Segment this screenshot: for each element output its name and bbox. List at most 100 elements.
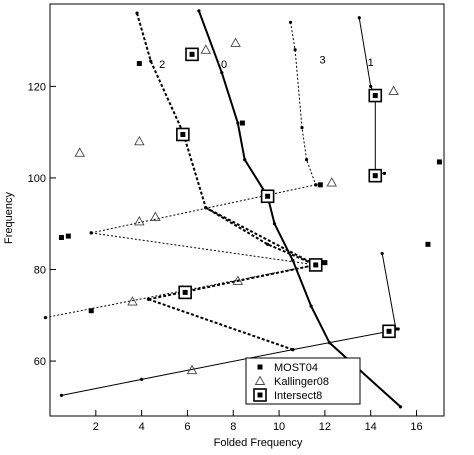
series-line-d4: [205, 206, 317, 266]
point-most04: [136, 61, 142, 67]
line-vertex: [220, 71, 224, 75]
line-vertex: [288, 20, 293, 24]
line-vertex: [291, 258, 295, 262]
x-axis-title: Folded Frequency: [214, 437, 303, 449]
line-vertex: [236, 121, 240, 125]
point-intersect8-dot: [386, 328, 392, 334]
ridge-label: 2: [159, 59, 165, 71]
point-most04: [425, 241, 431, 247]
series-line-d1: [91, 184, 316, 234]
line-vertex: [243, 158, 247, 162]
legend-marker: [253, 388, 267, 402]
line-vertex: [398, 405, 403, 409]
line-vertex: [43, 315, 48, 320]
point-intersect8-dot: [372, 173, 378, 179]
ridge-label: 0: [221, 59, 227, 71]
point-intersect8: [176, 127, 190, 142]
legend-label: Intersect8: [274, 390, 322, 402]
point-most04: [58, 234, 64, 240]
line-vertex: [291, 348, 295, 352]
point-kallinger08: [388, 85, 399, 95]
x-tick-label: 14: [365, 421, 377, 433]
ridge-label: 1: [368, 57, 374, 69]
line-vertex: [300, 126, 304, 130]
point-kallinger08: [230, 37, 241, 47]
legend-marker: [254, 375, 266, 385]
series-line-d2: [91, 232, 316, 266]
point-kallinger08: [232, 275, 244, 285]
point-intersect8: [185, 47, 199, 62]
line-vertex: [304, 158, 309, 162]
legend: MOST04 Kallinger08 Intersect8: [245, 357, 361, 405]
ridge-labels: 0 1 2 3: [159, 55, 374, 72]
line-vertex: [396, 327, 400, 331]
point-intersect8-dot: [180, 131, 186, 137]
point-kallinger08: [150, 211, 161, 221]
x-tick-label: 12: [319, 421, 331, 433]
line-vertex: [135, 11, 139, 15]
line-vertex: [380, 251, 384, 256]
point-kallinger08: [134, 135, 145, 146]
point-most04: [317, 182, 323, 188]
point-intersect8: [382, 324, 396, 339]
y-tick-label: 80: [34, 265, 46, 277]
line-vertex: [197, 9, 201, 13]
line-vertex: [369, 84, 373, 88]
line-vertex: [293, 48, 297, 52]
line-vertex: [382, 171, 387, 175]
y-tick-label: 100: [28, 173, 46, 185]
point-kallinger08: [127, 296, 138, 306]
point-intersect8: [368, 168, 383, 183]
legend-marker: [257, 364, 263, 370]
series-line-d5: [148, 263, 316, 301]
line-vertex: [140, 377, 144, 381]
y-tick-label: 120: [28, 81, 46, 93]
line-vertex: [89, 231, 93, 235]
point-intersect8-dot: [372, 93, 378, 99]
point-intersect8-dot: [189, 51, 195, 57]
point-most04: [436, 159, 442, 165]
ridge-label: 3: [320, 55, 326, 67]
x-tick-label: 16: [410, 421, 422, 433]
point-kallinger08: [186, 364, 198, 375]
line-vertex: [266, 242, 270, 246]
series-line-3: [290, 22, 317, 185]
point-intersect8: [178, 285, 192, 300]
line-vertex: [59, 393, 64, 397]
series-line-2: [136, 12, 326, 266]
y-tick-label: 60: [34, 356, 46, 368]
series-line-d6: [148, 298, 294, 351]
x-tick-label: 8: [230, 421, 236, 433]
point-kallinger08: [326, 177, 338, 187]
point-intersect8: [260, 189, 275, 204]
data-points: [58, 37, 442, 375]
point-intersect8-dot: [182, 289, 188, 295]
point-kallinger08: [134, 216, 145, 226]
point-intersect8: [368, 88, 383, 103]
legend-marker-dot: [257, 392, 263, 398]
point-most04: [65, 233, 71, 239]
line-vertex: [309, 304, 313, 308]
series-line-0: [197, 10, 402, 408]
line-vertex: [357, 16, 361, 20]
point-kallinger08: [200, 44, 212, 54]
line-vertex: [204, 206, 208, 210]
line-vertex: [149, 59, 153, 63]
point-intersect8-dot: [265, 193, 271, 199]
point-most04: [239, 120, 245, 126]
line-vertex: [146, 297, 151, 301]
plot-frame: [49, 3, 445, 417]
point-most04: [322, 260, 328, 266]
series-line-1b: [381, 253, 397, 330]
x-tick-label: 6: [184, 421, 190, 433]
point-kallinger08: [74, 147, 86, 157]
x-tick-label: 2: [93, 421, 99, 433]
x-tick-label: 10: [273, 421, 285, 433]
line-vertex: [272, 222, 277, 226]
point-most04: [88, 308, 94, 314]
point-intersect8-dot: [313, 262, 319, 268]
x-tick-label: 4: [139, 421, 145, 433]
